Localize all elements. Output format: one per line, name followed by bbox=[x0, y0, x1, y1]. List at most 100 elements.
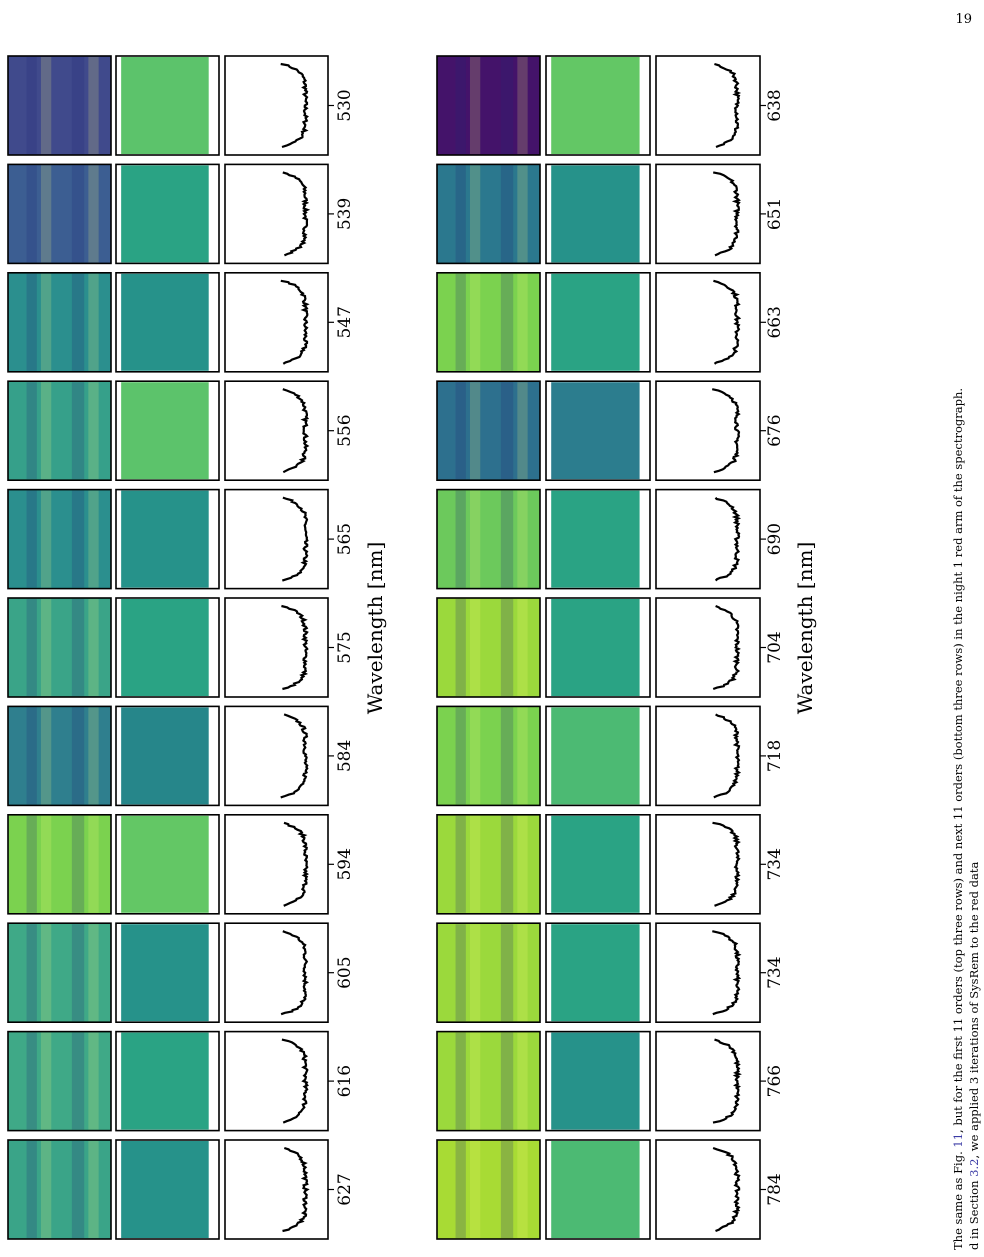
profile-line bbox=[712, 171, 741, 257]
wavelength-tick-label: 575 bbox=[335, 631, 355, 663]
profile-line bbox=[712, 1038, 742, 1124]
raw-band bbox=[500, 707, 514, 805]
raw-band bbox=[517, 1141, 528, 1238]
order-row: 556 bbox=[7, 380, 355, 482]
raw-band bbox=[469, 165, 481, 263]
raw-band bbox=[26, 1032, 37, 1130]
residual-panel bbox=[121, 57, 209, 154]
wavelength-tick-label: 605 bbox=[335, 956, 355, 988]
profile-line bbox=[281, 604, 309, 691]
profile-panel bbox=[224, 55, 329, 156]
raw-band bbox=[26, 57, 37, 154]
wavelength-tick-label: 766 bbox=[765, 1065, 785, 1097]
raw-band bbox=[500, 924, 514, 1022]
profile-line bbox=[282, 171, 311, 257]
raw-flux-panel bbox=[7, 705, 112, 807]
raw-band bbox=[71, 490, 85, 588]
residual-panel bbox=[121, 924, 209, 1022]
profile-panel bbox=[655, 705, 761, 807]
raw-band bbox=[26, 165, 37, 263]
raw-band bbox=[71, 1141, 85, 1238]
order-row: 575 bbox=[7, 597, 355, 698]
raw-band bbox=[469, 1032, 481, 1130]
order-row: 766 bbox=[436, 1030, 785, 1132]
raw-flux-panel bbox=[436, 813, 541, 915]
residual-panel bbox=[551, 57, 640, 154]
wavelength-tick-label: 556 bbox=[335, 414, 355, 446]
order-row: 638 bbox=[436, 55, 785, 156]
raw-flux-panel bbox=[436, 271, 541, 373]
raw-band bbox=[500, 165, 514, 263]
profile-panel bbox=[655, 922, 761, 1024]
wavelength-tick-label: 784 bbox=[765, 1173, 785, 1205]
order-row: 734 bbox=[436, 813, 785, 915]
raw-band bbox=[26, 273, 37, 371]
residual-panel bbox=[551, 490, 640, 588]
raw-band bbox=[26, 599, 37, 696]
profile-panel bbox=[224, 705, 329, 807]
raw-flux-panel bbox=[7, 271, 112, 373]
profile-panel bbox=[655, 488, 761, 590]
profile-panel bbox=[224, 1030, 329, 1132]
figure-caption: The same as Fig. 11, but for the first 1… bbox=[950, 388, 982, 1250]
raw-band bbox=[500, 599, 514, 696]
axis-label: Wavelength [nm] bbox=[793, 542, 817, 715]
raw-band bbox=[469, 707, 481, 805]
order-row: 704 bbox=[436, 597, 785, 698]
order-row: 676 bbox=[436, 380, 785, 482]
profile-panel bbox=[655, 1030, 761, 1132]
raw-band bbox=[455, 815, 466, 913]
residual-panel bbox=[121, 382, 209, 480]
raw-band bbox=[71, 382, 85, 480]
raw-band bbox=[40, 1141, 52, 1238]
profile-panel bbox=[655, 55, 761, 156]
residual-panel bbox=[121, 707, 209, 805]
wavelength-tick-label: 734 bbox=[765, 956, 785, 988]
raw-band bbox=[469, 1141, 481, 1238]
raw-flux-panel bbox=[7, 1139, 112, 1240]
residual-panel bbox=[551, 924, 640, 1022]
section-reference-link[interactable]: 3.2 bbox=[967, 1158, 981, 1177]
order-row: 718 bbox=[436, 705, 785, 807]
raw-flux-panel bbox=[436, 1139, 541, 1240]
residual-panel bbox=[551, 815, 640, 913]
wavelength-tick-label: 651 bbox=[765, 198, 785, 230]
raw-band bbox=[455, 165, 466, 263]
residual-panel bbox=[551, 165, 640, 263]
profile-line bbox=[280, 279, 310, 365]
raw-band bbox=[71, 599, 85, 696]
raw-flux-panel bbox=[7, 1030, 112, 1132]
raw-band bbox=[500, 1141, 514, 1238]
order-row: 539 bbox=[7, 163, 355, 265]
raw-band bbox=[517, 707, 528, 805]
raw-band bbox=[517, 382, 528, 480]
raw-band bbox=[517, 490, 528, 588]
raw-band bbox=[469, 273, 481, 371]
caption-text: The same as Fig. bbox=[951, 1147, 965, 1250]
raw-band bbox=[88, 165, 99, 263]
profile-panel bbox=[655, 1139, 761, 1240]
raw-band bbox=[71, 815, 85, 913]
raw-band bbox=[88, 57, 99, 154]
raw-band bbox=[455, 599, 466, 696]
figure-reference-link[interactable]: 11 bbox=[951, 1132, 965, 1148]
raw-band bbox=[455, 924, 466, 1022]
order-row: 584 bbox=[7, 705, 355, 807]
raw-band bbox=[517, 57, 528, 154]
wavelength-tick-label: 676 bbox=[765, 414, 785, 446]
raw-band bbox=[517, 599, 528, 696]
axis-label: Wavelength [nm] bbox=[363, 542, 387, 715]
profile-line bbox=[280, 713, 309, 799]
raw-flux-panel bbox=[436, 922, 541, 1024]
profile-line bbox=[712, 604, 741, 691]
profile-line bbox=[280, 930, 310, 1016]
raw-flux-panel bbox=[436, 163, 541, 265]
raw-band bbox=[71, 273, 85, 371]
caption-line-2: d in Section 3.2, we applied 3 iteration… bbox=[966, 388, 982, 1250]
raw-band bbox=[26, 924, 37, 1022]
profile-line bbox=[712, 1146, 741, 1233]
residual-panel bbox=[121, 490, 209, 588]
raw-flux-panel bbox=[7, 380, 112, 482]
wavelength-tick-label: 690 bbox=[765, 523, 785, 555]
profile-panel bbox=[224, 163, 329, 265]
